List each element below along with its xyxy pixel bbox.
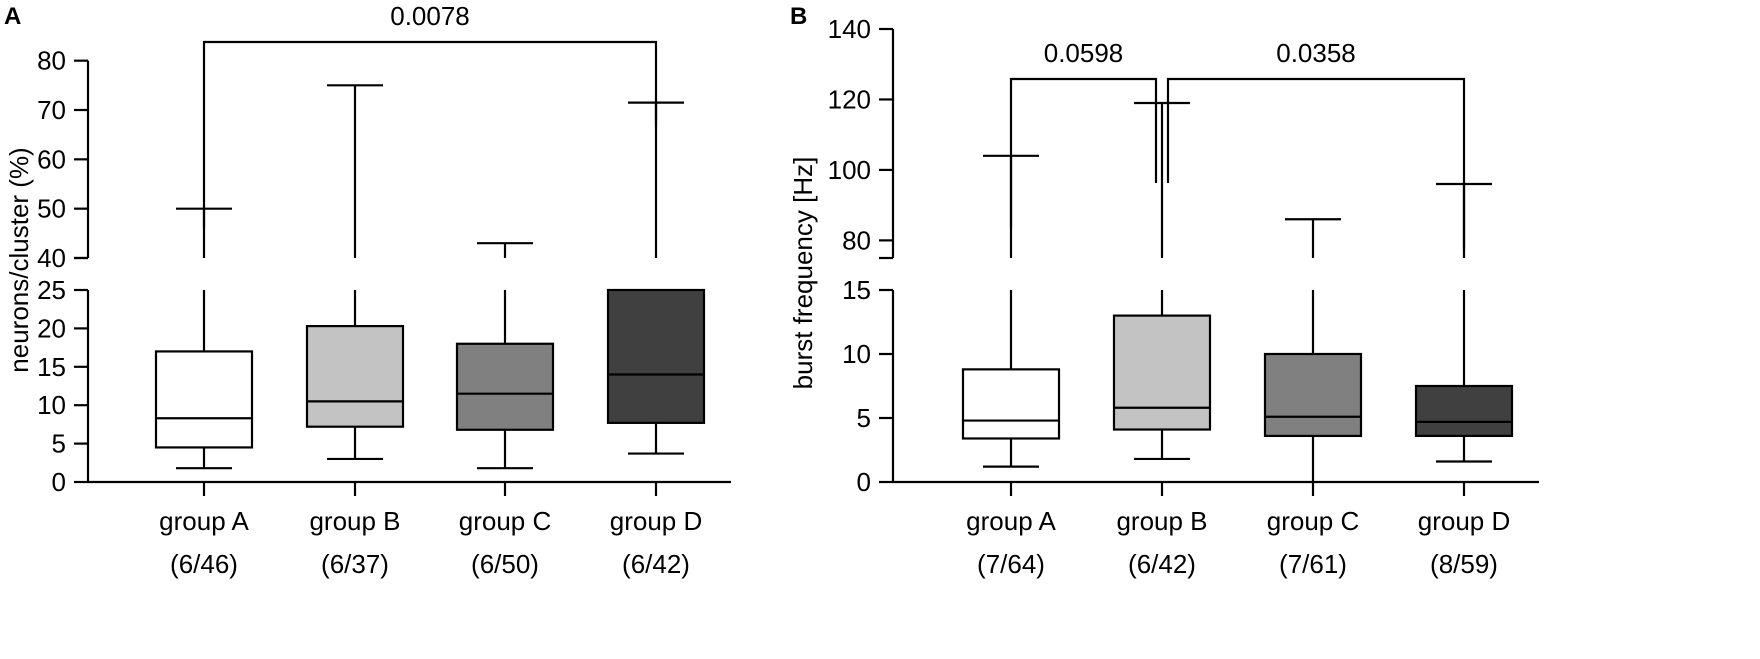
- y-tick-label: 80: [842, 225, 871, 255]
- y-axis-title: neurons/cluster (%): [4, 147, 34, 372]
- box-group-d: [606, 288, 706, 424]
- category-label: group B: [1116, 506, 1207, 536]
- count-label: (6/42): [1128, 549, 1196, 579]
- significance-bracket: [202, 40, 658, 228]
- y-tick-label: 120: [828, 84, 871, 114]
- box-group-b: [305, 324, 405, 428]
- category-label: group C: [459, 506, 552, 536]
- p-value-label: 0.0598: [1044, 38, 1124, 68]
- y-tick-label: 80: [37, 46, 66, 76]
- category-label: group C: [1267, 506, 1360, 536]
- y-tick-label: 5: [857, 403, 871, 433]
- y-tick-label: 20: [37, 313, 66, 343]
- box-group-c: [455, 342, 555, 431]
- y-tick-label: 10: [37, 390, 66, 420]
- y-tick-label: 15: [842, 275, 871, 305]
- p-value-label: 0.0358: [1276, 38, 1356, 68]
- count-label: (6/50): [471, 549, 539, 579]
- y-tick-label: 0: [857, 467, 871, 497]
- box-group-d: [1414, 384, 1514, 438]
- y-tick-label: 140: [828, 14, 871, 44]
- y-tick-label: 15: [37, 352, 66, 382]
- count-label: (7/64): [977, 549, 1045, 579]
- count-label: (6/42): [622, 549, 690, 579]
- category-label: group D: [1418, 506, 1511, 536]
- panel-b: B 0 5 10 15 80 100 120 140 burst frequency [Hz] g…: [788, 3, 1539, 579]
- category-label: group D: [610, 506, 703, 536]
- box-group-b: [1112, 314, 1212, 431]
- y-tick-label: 10: [842, 339, 871, 369]
- y-tick-label: 5: [52, 429, 66, 459]
- y-tick-label: 25: [37, 275, 66, 305]
- y-tick-label: 100: [828, 155, 871, 185]
- category-label: group A: [159, 506, 249, 536]
- box-group-a: [154, 350, 254, 449]
- y-tick-label: 0: [52, 467, 66, 497]
- count-label: (7/61): [1279, 549, 1347, 579]
- y-tick-label: 40: [37, 243, 66, 273]
- significance-bracket: [1009, 77, 1158, 227]
- y-tick-label: 50: [37, 194, 66, 224]
- panel-letter-b: B: [790, 3, 807, 30]
- y-axis-title: burst frequency [Hz]: [788, 157, 818, 390]
- count-label: (6/37): [321, 549, 389, 579]
- box-group-c: [1263, 352, 1363, 438]
- category-label: group B: [309, 506, 400, 536]
- count-label: (6/46): [170, 549, 238, 579]
- p-value-label: 0.0078: [390, 1, 470, 31]
- y-tick-label: 70: [37, 95, 66, 125]
- box-group-a: [961, 368, 1061, 440]
- significance-bracket: [1166, 77, 1466, 250]
- y-tick-label: 60: [37, 144, 66, 174]
- count-label: (8/59): [1430, 549, 1498, 579]
- panel-letter-a: A: [4, 3, 21, 30]
- category-label: group A: [966, 506, 1056, 536]
